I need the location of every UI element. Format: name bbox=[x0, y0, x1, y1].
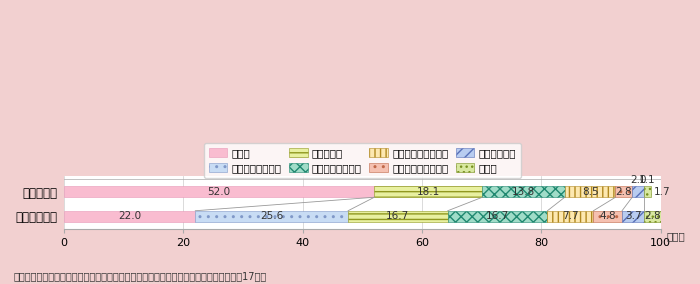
Text: 7.7: 7.7 bbox=[562, 211, 579, 221]
Text: 2.8: 2.8 bbox=[615, 187, 632, 197]
Text: 1.1: 1.1 bbox=[639, 175, 656, 185]
Text: （％）: （％） bbox=[667, 231, 685, 241]
Text: 18.1: 18.1 bbox=[416, 187, 440, 197]
Bar bbox=[64, 211, 195, 222]
Text: 52.0: 52.0 bbox=[208, 187, 231, 197]
Bar bbox=[195, 211, 348, 222]
Text: 16.7: 16.7 bbox=[386, 211, 410, 221]
Text: 22.0: 22.0 bbox=[118, 211, 141, 221]
Bar bbox=[622, 211, 644, 222]
Text: 3.7: 3.7 bbox=[625, 211, 641, 221]
Text: 2.8: 2.8 bbox=[644, 211, 661, 221]
Text: 8.5: 8.5 bbox=[582, 187, 598, 197]
Bar bbox=[547, 211, 594, 222]
Bar bbox=[64, 186, 375, 197]
Bar bbox=[615, 186, 632, 197]
Bar bbox=[448, 211, 547, 222]
Bar bbox=[644, 186, 651, 197]
Text: 1.7: 1.7 bbox=[654, 187, 671, 197]
Bar bbox=[348, 211, 448, 222]
Legend: 無報酬, 交通費等実費のみ, ５万円未満, ５～１０万円未満, １０～１５万円未満, １５～２０万円未満, ２０万円以上, 無回答: 無報酬, 交通費等実費のみ, ５万円未満, ５～１０万円未満, １０～１５万円未… bbox=[204, 143, 522, 178]
Text: 4.8: 4.8 bbox=[599, 211, 616, 221]
Bar bbox=[644, 211, 661, 222]
Text: 2.0: 2.0 bbox=[630, 175, 646, 185]
Bar bbox=[374, 186, 482, 197]
Text: 13.8: 13.8 bbox=[512, 187, 536, 197]
Bar bbox=[632, 186, 644, 197]
Bar bbox=[482, 186, 565, 197]
Text: 16.7: 16.7 bbox=[486, 211, 509, 221]
Text: 資料：内閣府「高齢者の社会参加の促進に関するアンケート調査」（ＮＰＯ調査、平成17年）: 資料：内閣府「高齢者の社会参加の促進に関するアンケート調査」（ＮＰＯ調査、平成1… bbox=[14, 271, 267, 281]
Bar bbox=[594, 211, 622, 222]
Bar bbox=[565, 186, 615, 197]
Text: 25.6: 25.6 bbox=[260, 211, 284, 221]
